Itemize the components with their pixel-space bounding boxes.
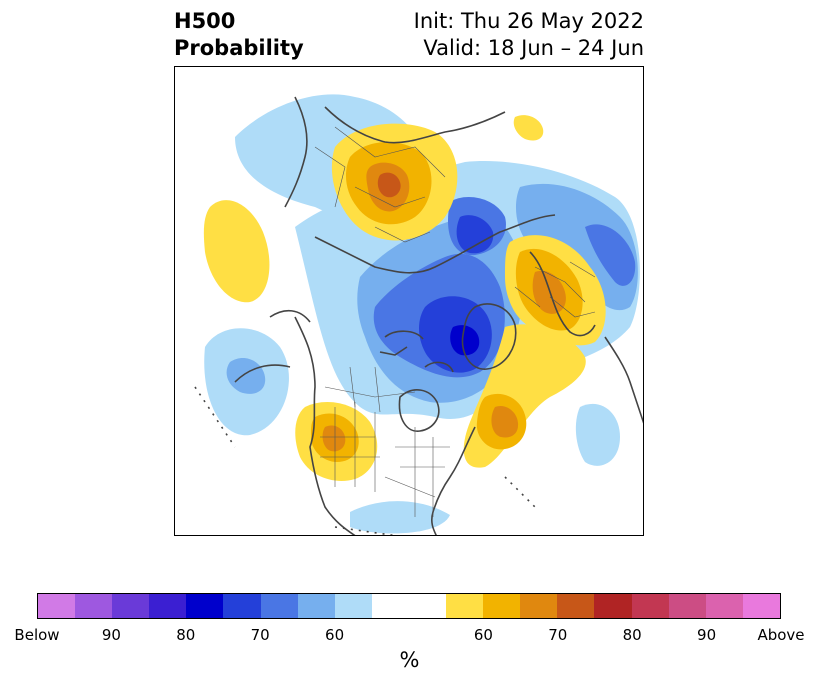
colorbar-segment: [186, 594, 224, 618]
colorbar-tick-label: 60: [473, 626, 493, 644]
arctic-islands: [379, 330, 454, 373]
country-borders-asia: [314, 126, 446, 243]
below-area-south: [350, 501, 450, 534]
above-65-western-us: [322, 425, 346, 452]
colorbar-segment: [149, 594, 187, 618]
colorbar-segment: [668, 594, 706, 618]
below-80-north: [456, 215, 494, 254]
colorbar-segment: [334, 594, 372, 618]
colorbar-segment: [705, 594, 743, 618]
colorbar-segment: [631, 594, 669, 618]
hudson-bay: [398, 389, 440, 432]
below-85-arctic: [450, 325, 480, 356]
europe-coast: [604, 336, 643, 424]
colorbar-tick-label: 70: [548, 626, 568, 644]
eurasia-interior: [324, 106, 506, 144]
colorbar-tick-label: 70: [250, 626, 270, 644]
below-60-east: [515, 183, 638, 311]
canada-borders: [324, 366, 416, 413]
below-70-east: [585, 224, 636, 286]
colorbar-segment: [446, 594, 484, 618]
colorbar-tick-label: 80: [622, 626, 642, 644]
colorbar-segment: [38, 594, 76, 618]
north-america-west-coast: [294, 316, 356, 535]
colorbar-tick-label: 80: [176, 626, 196, 644]
colorbar: [37, 593, 781, 619]
coastlines: [194, 96, 643, 535]
colorbar-tick-label: 60: [325, 626, 345, 644]
title-product: Probability: [174, 36, 304, 60]
map-canvas: [175, 94, 643, 535]
forecast-dates: Init: Thu 26 May 2022 Valid: 18 Jun – 24…: [414, 8, 644, 62]
chart-title: H500 Probability: [174, 8, 304, 62]
colorbar-segment: [75, 594, 113, 618]
probability-shading: [175, 94, 640, 534]
colorbar-tick-label: 90: [101, 626, 121, 644]
below-60-pacific: [226, 357, 266, 394]
country-borders-europe: [514, 261, 596, 318]
kamchatka: [284, 96, 308, 208]
colorbar-segment: [297, 594, 335, 618]
colorbar-tick-labels: Below 90 80 70 60 60 70 80 90 Above: [14, 626, 804, 646]
us-state-borders: [320, 402, 450, 517]
colorbar-tick-label: Below: [14, 626, 60, 644]
borders: [314, 126, 596, 517]
colorbar-segment: [223, 594, 261, 618]
colorbar-segment: [483, 594, 521, 618]
map-edge-gap: [175, 282, 183, 322]
colorbar-segment: [371, 594, 447, 618]
colorbar-segment: [112, 594, 150, 618]
colorbar-unit-label: %: [399, 648, 420, 672]
colorbar-segment: [557, 594, 595, 618]
title-variable: H500: [174, 9, 236, 33]
above-65-labrador: [491, 405, 519, 438]
below-area-atlantic: [575, 403, 620, 466]
colorbar-tick-label: Above: [757, 626, 805, 644]
above-area-ne-asia: [513, 115, 544, 141]
colorbar-segment: [260, 594, 298, 618]
colorbar-segment: [594, 594, 632, 618]
alaska: [234, 309, 311, 383]
colorbar-segment: [520, 594, 558, 618]
eurasia-north-coast: [314, 214, 556, 274]
above-75-siberia: [377, 172, 401, 198]
probability-map: [174, 66, 644, 536]
valid-dates: Valid: 18 Jun – 24 Jun: [423, 36, 644, 60]
north-america-east-coast: [430, 426, 476, 535]
greenland: [461, 303, 517, 370]
colorbar-segment: [742, 594, 780, 618]
above-area-nw-pacific: [203, 200, 270, 303]
colorbar-tick-label: 90: [697, 626, 717, 644]
init-date: Init: Thu 26 May 2022: [413, 9, 644, 33]
